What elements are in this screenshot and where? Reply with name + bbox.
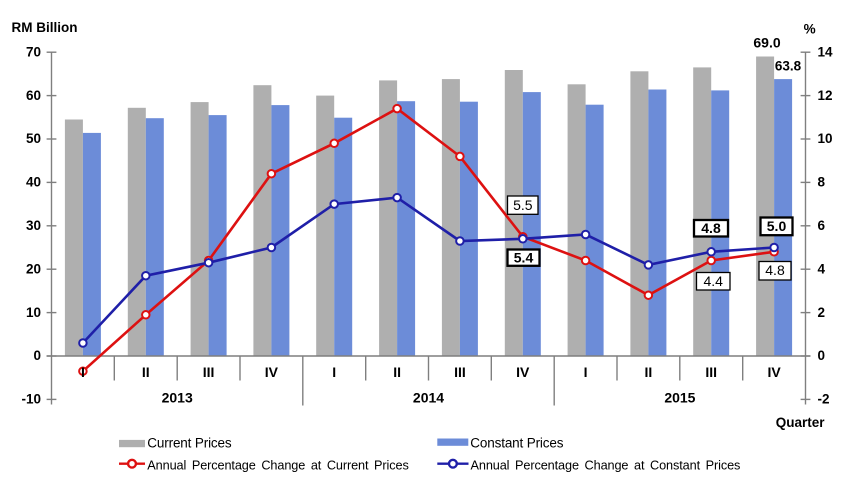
svg-text:60: 60 [26, 88, 41, 103]
svg-text:20: 20 [26, 261, 41, 276]
svg-text:8: 8 [818, 175, 826, 190]
svg-text:5.5: 5.5 [513, 197, 533, 213]
svg-text:III: III [454, 364, 466, 380]
svg-text:12: 12 [818, 88, 833, 103]
svg-text:4.4: 4.4 [703, 273, 723, 289]
svg-text:70: 70 [26, 44, 41, 59]
svg-text:IV: IV [265, 364, 279, 380]
svg-text:2013: 2013 [162, 389, 193, 405]
svg-text:69.0: 69.0 [753, 35, 780, 51]
svg-text:2: 2 [818, 305, 826, 320]
svg-text:I: I [584, 364, 588, 380]
svg-text:14: 14 [818, 44, 834, 59]
svg-text:0: 0 [33, 348, 41, 363]
svg-text:Annual Percentage Change at Co: Annual Percentage Change at Constant Pri… [471, 458, 741, 472]
svg-text:5.0: 5.0 [767, 218, 787, 234]
svg-text:10: 10 [26, 305, 41, 320]
svg-text:40: 40 [26, 175, 41, 190]
svg-text:5.4: 5.4 [514, 249, 534, 265]
svg-text:IV: IV [516, 364, 530, 380]
svg-text:Annual Percentage Change at Cu: Annual Percentage Change at Current Pric… [147, 458, 408, 472]
svg-text:III: III [705, 364, 717, 380]
svg-text:Quarter: Quarter [776, 415, 826, 430]
svg-text:2015: 2015 [664, 389, 695, 405]
svg-text:Current Prices: Current Prices [147, 436, 232, 451]
svg-text:4: 4 [818, 261, 826, 276]
svg-text:II: II [142, 364, 150, 380]
svg-text:63.8: 63.8 [775, 58, 802, 73]
svg-text:%: % [804, 22, 816, 37]
svg-text:III: III [203, 364, 215, 380]
svg-text:30: 30 [26, 218, 41, 233]
svg-text:10: 10 [818, 131, 833, 146]
svg-text:Constant Prices: Constant Prices [470, 436, 563, 451]
svg-text:IV: IV [767, 364, 781, 380]
svg-text:0: 0 [818, 348, 826, 363]
svg-text:I: I [332, 364, 336, 380]
svg-text:4.8: 4.8 [765, 262, 785, 278]
svg-text:-2: -2 [818, 392, 830, 407]
svg-text:II: II [645, 364, 653, 380]
svg-text:2014: 2014 [413, 389, 444, 405]
svg-text:6: 6 [818, 218, 826, 233]
svg-text:RM Billion: RM Billion [12, 20, 78, 35]
svg-text:4.8: 4.8 [701, 220, 721, 236]
svg-text:I: I [81, 364, 85, 380]
svg-text:-10: -10 [21, 392, 41, 407]
svg-text:50: 50 [26, 131, 41, 146]
svg-text:II: II [393, 364, 401, 380]
